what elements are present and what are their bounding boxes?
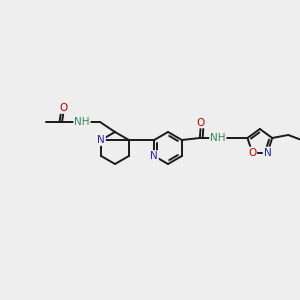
Text: O: O [59,103,67,113]
Text: NH: NH [74,117,90,127]
Text: N: N [150,151,158,161]
Text: O: O [197,118,205,128]
Text: NH: NH [210,133,226,143]
Text: N: N [264,148,272,158]
Text: N: N [97,135,105,145]
Text: O: O [248,148,256,158]
